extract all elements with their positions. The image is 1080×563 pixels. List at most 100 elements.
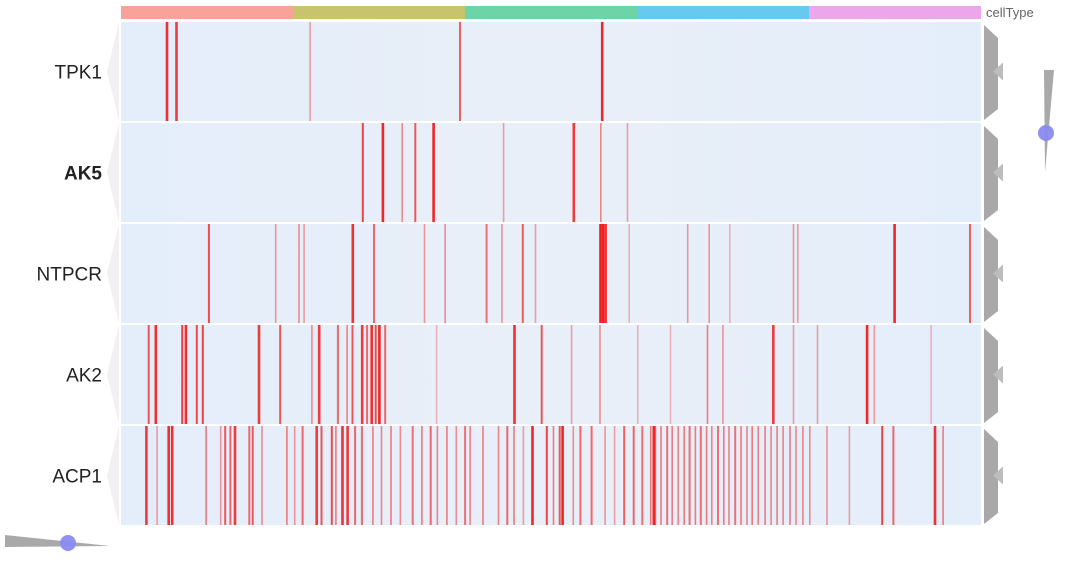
cell-ntpcr-20	[792, 224, 795, 323]
cell-ak2-23	[570, 325, 573, 424]
dendrogram-wedge-tpk1	[984, 25, 998, 120]
cell-ak5-6	[502, 123, 505, 222]
row-slider-handle[interactable]	[1038, 125, 1054, 141]
cell-acp1-88	[942, 426, 944, 525]
cell-acp1-19	[335, 426, 337, 525]
cell-ntpcr-3	[298, 224, 300, 323]
column-slider-handle[interactable]	[60, 535, 76, 551]
cell-acp1-85	[881, 426, 884, 525]
cell-tpk1-1	[165, 22, 169, 121]
cell-acp1-82	[809, 426, 811, 525]
cell-acp1-60	[677, 426, 679, 525]
cell-acp1-61	[683, 426, 685, 525]
cell-acp1-72	[746, 426, 748, 525]
cell-ak2-2	[154, 325, 158, 424]
cell-acp1-52	[632, 426, 635, 525]
row-zoom-slider[interactable]	[1038, 70, 1054, 172]
cell-acp1-84	[848, 426, 851, 525]
cell-acp1-23	[360, 426, 363, 525]
cell-acp1-45	[561, 426, 564, 525]
cell-ntpcr-7	[423, 224, 426, 323]
cell-acp1-20	[341, 426, 344, 525]
cell-acp1-64	[699, 426, 702, 525]
collapse-triangle-icon[interactable]	[993, 466, 1003, 485]
heatmap-row-tpk1	[121, 22, 981, 121]
cell-ak5-8	[600, 123, 602, 222]
cell-ak5-2	[381, 123, 385, 222]
dendrogram-wedge-ntpcr	[984, 227, 998, 322]
cell-acp1-80	[795, 426, 797, 525]
heatmap-rows	[107, 22, 981, 525]
annotation-title: cellType	[986, 5, 1034, 20]
cell-acp1-44	[558, 426, 561, 525]
cell-ntpcr-8	[444, 224, 446, 323]
cell-tpk1-4	[459, 22, 461, 121]
cell-acp1-37	[497, 426, 500, 525]
cell-tpk1-5	[600, 22, 604, 121]
column-slider-track	[5, 535, 110, 547]
cell-acp1-24	[372, 426, 374, 525]
cell-acp1-26	[390, 426, 392, 525]
cell-acp1-22	[354, 426, 357, 525]
cell-ak5-3	[401, 123, 403, 222]
cell-ak5-7	[572, 123, 576, 222]
dendrogram-wedge-ak5	[984, 126, 998, 221]
row-label-tpk1: TPK1	[54, 63, 102, 84]
cell-acp1-5	[205, 426, 207, 525]
column-zoom-slider[interactable]	[5, 535, 110, 551]
cell-ak2-31	[816, 325, 819, 424]
dendrogram-wedge-acp1	[984, 429, 998, 524]
cell-acp1-77	[776, 426, 778, 525]
cell-acp1-74	[757, 426, 759, 525]
cell-acp1-4	[170, 426, 174, 525]
cell-ak2-7	[257, 325, 261, 424]
cell-ak2-25	[637, 325, 639, 424]
cell-acp1-57	[660, 426, 662, 525]
collapse-triangle-icon[interactable]	[993, 62, 1003, 81]
cell-acp1-50	[613, 426, 616, 525]
cell-acp1-18	[330, 426, 333, 525]
cell-acp1-47	[579, 426, 582, 525]
cell-acp1-78	[782, 426, 784, 525]
row-label-ak5: AK5	[64, 164, 102, 185]
cell-acp1-65	[705, 426, 708, 525]
cell-ak2-5	[195, 325, 198, 424]
collapse-triangle-icon[interactable]	[993, 365, 1003, 384]
cell-acp1-43	[552, 426, 555, 525]
heatmap-row-acp1	[121, 426, 981, 525]
cell-ak2-17	[374, 325, 377, 424]
cell-ntpcr-9	[485, 224, 488, 323]
cell-acp1-67	[717, 426, 719, 525]
cell-ak5-9	[626, 123, 629, 222]
cell-acp1-27	[399, 426, 402, 525]
cell-ntpcr-15	[604, 224, 607, 323]
cell-acp1-8	[229, 426, 232, 525]
row-labels: TPK1 AK5 NTPCR AK2 ACP1	[37, 63, 103, 488]
row-left-wedge-ak5	[107, 123, 119, 222]
cell-ak2-1	[147, 325, 150, 424]
collapse-triangle-icon[interactable]	[993, 264, 1003, 283]
cell-ak2-20	[435, 325, 438, 424]
cell-acp1-41	[531, 426, 534, 525]
celltype-annotation-bar	[121, 6, 981, 19]
cell-acp1-38	[506, 426, 509, 525]
cell-ntpcr-13	[599, 224, 602, 323]
cell-acp1-81	[802, 426, 804, 525]
row-label-ak2: AK2	[66, 366, 102, 387]
celltype-group-2	[293, 6, 465, 19]
cell-ntpcr-23	[969, 224, 971, 323]
cell-acp1-14	[293, 426, 296, 525]
cell-acp1-10	[248, 426, 251, 525]
collapse-triangle-icon[interactable]	[993, 163, 1003, 182]
cell-acp1-39	[513, 426, 515, 525]
cell-acp1-11	[251, 426, 254, 525]
cell-ak5-4	[414, 123, 417, 222]
cell-acp1-70	[734, 426, 737, 525]
cell-ak2-24	[599, 325, 601, 424]
cell-acp1-33	[455, 426, 458, 525]
cell-acp1-51	[623, 426, 626, 525]
cell-acp1-79	[789, 426, 791, 525]
heatmap-row-ak2	[121, 325, 981, 424]
celltype-group-5	[809, 6, 981, 19]
cell-acp1-53	[641, 426, 644, 525]
